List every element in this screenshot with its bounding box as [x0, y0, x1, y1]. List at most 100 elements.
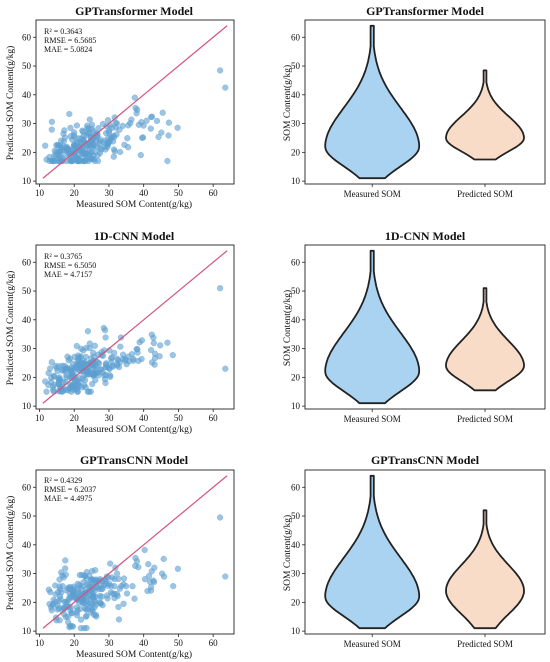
y-axis-label: Predicted SOM Content(g/kg) — [5, 271, 16, 386]
scatter-point — [88, 149, 95, 156]
scatter-point — [68, 586, 75, 593]
panel-title: 1D-CNN Model — [385, 229, 466, 243]
scatter-point — [65, 147, 73, 154]
scatter-point — [137, 152, 144, 159]
x-axis-label: Measured SOM Content(g/kg) — [76, 649, 192, 660]
scatter-point — [59, 388, 66, 395]
scatter-point — [56, 576, 63, 583]
x-tick-label: Predicted SOM — [457, 189, 513, 199]
scatter-point — [108, 124, 116, 131]
scatter-point — [74, 589, 82, 596]
scatter-point — [88, 593, 96, 600]
scatter-point — [108, 582, 115, 590]
scatter-point — [76, 354, 83, 361]
scatter-point — [102, 361, 110, 368]
violin-predicted-som — [445, 69, 525, 161]
scatter-point — [73, 612, 81, 619]
x-tick-label: 60 — [209, 413, 219, 423]
scatter-point — [107, 560, 114, 567]
violin-measured-som — [324, 249, 421, 405]
x-tick-label: Predicted SOM — [457, 639, 513, 649]
scatter-point — [81, 572, 88, 579]
scatter-point — [148, 113, 156, 120]
scatter-point — [52, 582, 59, 589]
scatter-point — [45, 369, 52, 377]
scatter-point — [50, 372, 58, 380]
scatter-point — [97, 366, 104, 373]
scatter-point — [73, 139, 80, 146]
x-tick-label: 20 — [70, 188, 80, 198]
y-tick-label: 40 — [291, 90, 301, 100]
y-tick-label: 50 — [291, 511, 301, 521]
scatter-point — [80, 596, 87, 603]
scatter-point — [48, 359, 55, 366]
scatter-point — [98, 146, 105, 153]
x-tick-label: 20 — [70, 638, 80, 648]
scatter-point — [158, 129, 165, 136]
scatter-point — [80, 132, 87, 139]
x-tick-label: 10 — [35, 188, 45, 198]
axes-frame — [35, 469, 235, 635]
x-tick-label: 40 — [139, 413, 149, 423]
scatter-point — [114, 357, 122, 364]
stat-rmse: RMSE = 6.2037 — [44, 485, 96, 494]
scatter-point — [100, 324, 107, 332]
violin-predicted-som — [445, 287, 525, 392]
scatter-point — [111, 349, 118, 357]
scatter-point — [96, 592, 104, 600]
scatter-point — [139, 134, 147, 141]
scatter-point — [74, 580, 81, 587]
scatter-point — [128, 116, 135, 123]
axes-frame — [304, 469, 546, 635]
scatter-point — [174, 124, 181, 131]
scatter-point — [151, 564, 158, 571]
violin-plot-area: Measured SOM Predicted SOM 10 20 30 40 50 60 — [291, 19, 546, 199]
scatter-point — [88, 601, 96, 608]
panel-scatter-1: GPTransformer Model Measured SOM Content… — [5, 4, 235, 210]
scatter-point — [222, 84, 229, 91]
scatter-point — [79, 150, 87, 157]
scatter-point — [66, 110, 73, 118]
x-tick-label: 40 — [139, 188, 149, 198]
scatter-point — [52, 598, 59, 606]
scatter-point — [54, 141, 61, 149]
x-tick-label: 30 — [104, 188, 114, 198]
scatter-point — [120, 575, 128, 582]
y-tick-label: 10 — [291, 176, 301, 186]
y-axis-label: Predicted SOM Content(g/kg) — [5, 46, 16, 161]
y-axis-label: Predicted SOM Content(g/kg) — [5, 496, 16, 611]
scatter-point — [81, 377, 89, 384]
scatter-point — [86, 340, 93, 347]
stat-r2: R² = 0.4329 — [44, 476, 82, 485]
y-tick-label: 30 — [22, 569, 32, 579]
scatter-point — [105, 129, 113, 136]
scatter-point — [74, 388, 81, 395]
scatter-point — [96, 140, 103, 147]
x-tick-label: 30 — [104, 413, 114, 423]
scatter-point — [117, 343, 124, 350]
scatter-point — [222, 573, 229, 580]
scatter-point — [144, 587, 151, 595]
scatter-point — [83, 606, 90, 613]
y-tick-label: 30 — [22, 119, 32, 129]
scatter-point — [148, 331, 155, 338]
scatter-point — [46, 157, 53, 165]
scatter-point — [78, 345, 85, 352]
stat-mae: MAE = 5.0824 — [44, 45, 92, 54]
scatter-point — [88, 125, 95, 132]
scatter-point — [160, 555, 167, 563]
scatter-point — [120, 600, 127, 607]
y-tick-label: 40 — [291, 315, 301, 325]
scatter-point — [74, 380, 81, 388]
y-tick-label: 20 — [22, 372, 32, 382]
axes-frame — [35, 19, 235, 185]
scatter-point — [46, 600, 53, 608]
y-tick-label: 50 — [291, 286, 301, 296]
x-tick-label: Measured SOM — [344, 414, 401, 424]
scatter-point — [96, 585, 103, 593]
scatter-point — [148, 347, 155, 354]
scatter-point — [102, 379, 109, 387]
x-tick-label: 60 — [209, 188, 219, 198]
y-axis-label: SOM Content(g/kg) — [282, 290, 293, 366]
